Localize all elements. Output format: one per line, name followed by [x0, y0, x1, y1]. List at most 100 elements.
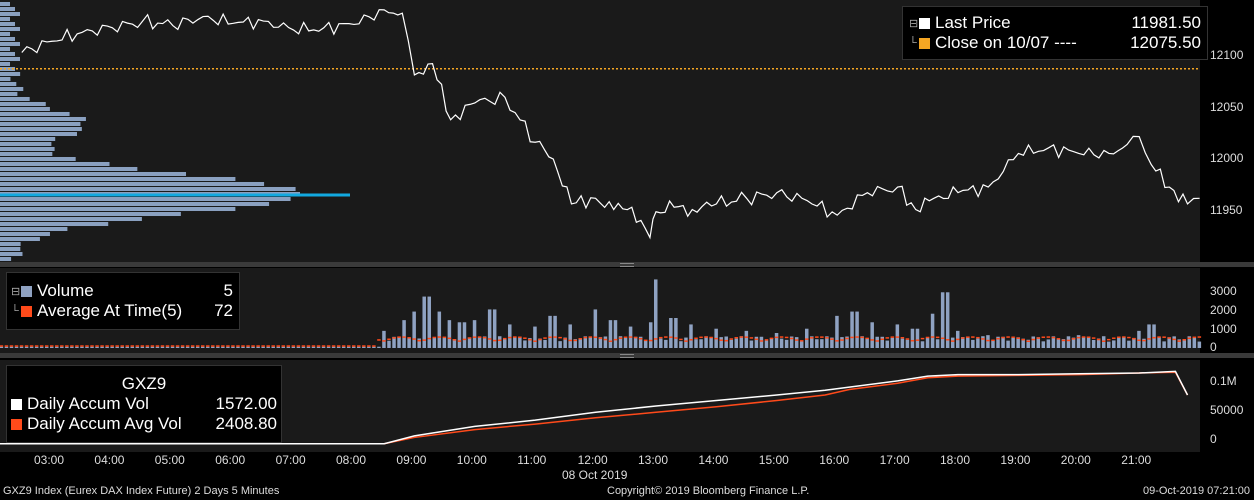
- volume-profile-bar: [0, 162, 110, 166]
- volume-bar: [417, 338, 421, 348]
- average-marker: [709, 336, 713, 339]
- average-marker: [910, 339, 915, 342]
- volume-bar: [608, 320, 613, 348]
- average-marker: [487, 338, 492, 340]
- volume-bar: [623, 337, 628, 348]
- average-marker: [1187, 337, 1192, 340]
- average-marker: [1107, 338, 1111, 341]
- volume-bar: [140, 346, 145, 348]
- average-marker: [296, 345, 301, 347]
- average-marker: [654, 338, 658, 340]
- volume-bar: [432, 337, 437, 348]
- average-value: 72: [214, 301, 233, 320]
- average-marker: [885, 337, 890, 339]
- average-marker: [160, 345, 165, 347]
- average-marker: [417, 339, 421, 342]
- average-marker: [9, 345, 14, 347]
- average-marker: [1172, 338, 1176, 341]
- volume-profile-bar: [0, 197, 291, 201]
- average-marker: [603, 338, 608, 341]
- average-marker: [271, 345, 275, 347]
- volume-bar: [19, 346, 24, 348]
- x-tick-label: 03:00: [34, 453, 65, 467]
- average-marker: [805, 338, 809, 340]
- average-marker: [457, 340, 462, 342]
- average-marker: [497, 339, 502, 342]
- average-marker: [945, 339, 950, 341]
- average-marker: [855, 336, 859, 338]
- average-marker: [1051, 336, 1056, 339]
- volume-bar: [1197, 341, 1202, 348]
- average-marker: [764, 339, 769, 341]
- volume-bar: [961, 337, 965, 348]
- average-marker: [1061, 339, 1066, 342]
- volume-bar: [523, 340, 527, 348]
- average-marker: [221, 345, 225, 347]
- volume-bar: [825, 336, 829, 348]
- volume-bar: [1117, 336, 1121, 348]
- panel-separator[interactable]: [0, 353, 1254, 358]
- volume-bar: [769, 338, 774, 348]
- volume-bar: [100, 346, 104, 348]
- average-marker: [1001, 336, 1005, 339]
- volume-profile-bar: [0, 177, 236, 181]
- average-marker: [326, 345, 331, 347]
- average-marker: [961, 337, 965, 339]
- daily-avg-label: Daily Accum Avg Vol: [27, 414, 182, 433]
- volume-bar: [1127, 340, 1131, 348]
- volume-bar: [367, 346, 371, 348]
- average-marker: [538, 338, 542, 341]
- volume-profile-bar: [0, 147, 55, 151]
- average-marker: [387, 338, 391, 340]
- volume-bar: [452, 339, 457, 348]
- volume-profile-bar: [0, 257, 12, 261]
- volume-bar: [1061, 339, 1066, 348]
- volume-bar: [120, 346, 124, 348]
- average-marker: [392, 337, 396, 339]
- daily-accum-avg-line: [0, 371, 1189, 445]
- volume-bar: [659, 338, 663, 348]
- average-marker: [900, 337, 905, 339]
- volume-bar: [145, 346, 150, 348]
- average-marker: [1152, 336, 1156, 339]
- volume-bar: [669, 318, 673, 348]
- average-marker: [1026, 340, 1030, 343]
- resize-grip[interactable]: [620, 263, 634, 267]
- average-marker: [1096, 338, 1101, 341]
- collapse-icon[interactable]: ⊟: [909, 17, 919, 30]
- resize-grip[interactable]: [620, 354, 634, 358]
- volume-bar: [1016, 337, 1020, 348]
- volume-bar: [779, 338, 784, 348]
- average-label: Average At Time(5): [37, 301, 183, 320]
- average-marker: [231, 345, 235, 347]
- volume-bar: [1177, 339, 1181, 348]
- volume-bar: [593, 309, 598, 348]
- average-marker: [1071, 338, 1076, 340]
- average-marker: [513, 336, 517, 338]
- volume-bar: [352, 346, 356, 348]
- average-marker: [115, 345, 119, 347]
- volume-profile-bar: [0, 42, 21, 46]
- volume-bar: [170, 346, 175, 348]
- volume-bar: [130, 346, 135, 348]
- volume-bar: [558, 341, 562, 348]
- collapse-icon[interactable]: ⊟: [11, 285, 21, 298]
- average-marker: [261, 345, 265, 347]
- volume-bar: [362, 346, 366, 348]
- average-marker: [427, 337, 431, 340]
- volume-bar: [598, 337, 603, 348]
- volume-bar: [664, 339, 668, 348]
- volume-ytick: 1000: [1210, 322, 1237, 336]
- average-marker: [1081, 336, 1086, 338]
- panel-separator[interactable]: [0, 262, 1254, 267]
- tree-branch-icon: └: [909, 37, 917, 49]
- average-marker: [925, 336, 930, 339]
- average-marker: [185, 345, 190, 347]
- average-marker: [50, 345, 54, 347]
- volume-profile-bar: [0, 47, 11, 51]
- volume-bar: [70, 346, 74, 348]
- volume-bar: [724, 336, 728, 348]
- average-marker: [920, 337, 925, 340]
- average-marker: [467, 337, 472, 339]
- volume-bar: [528, 338, 532, 348]
